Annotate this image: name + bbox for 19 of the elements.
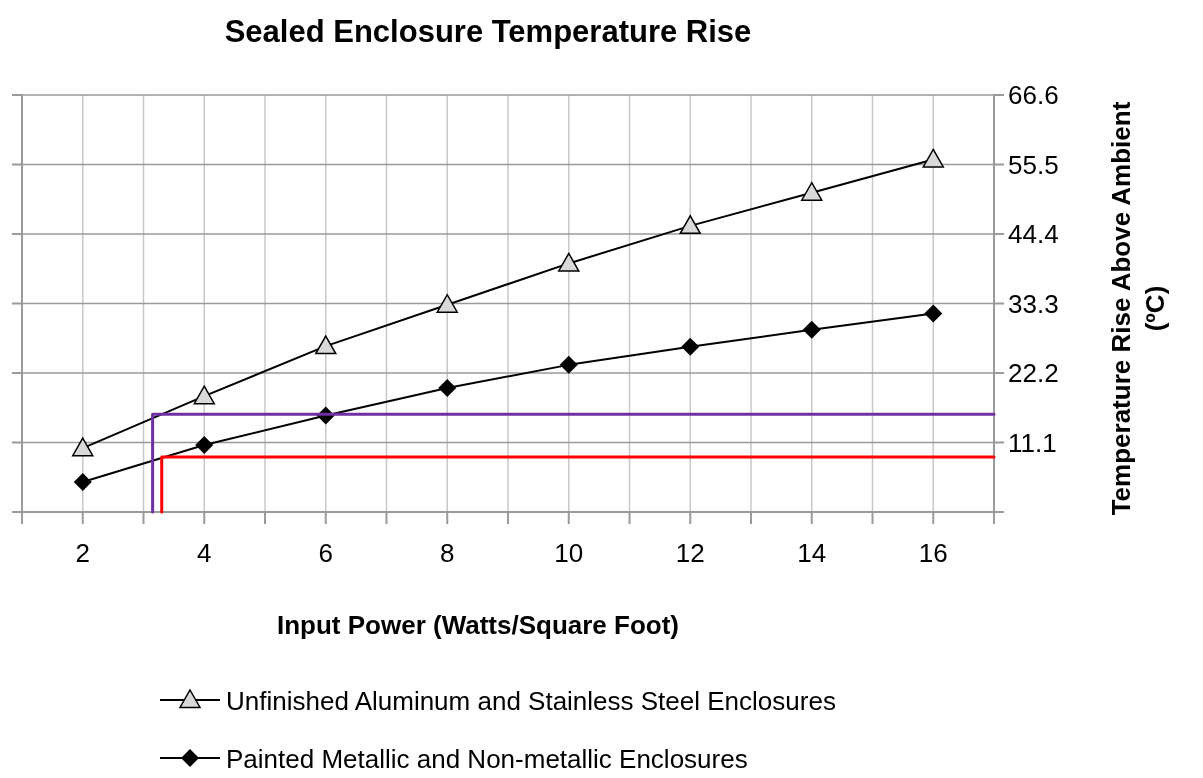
- legend-label: Unfinished Aluminum and Stainless Steel Enclosures: [226, 686, 836, 716]
- y-tick-label: 33.3: [1008, 288, 1059, 319]
- chart-title: Sealed Enclosure Temperature Rise: [224, 14, 752, 49]
- x-tick-label: 16: [918, 538, 948, 568]
- legend-label: Painted Metallic and Non-metallic Enclosures: [226, 744, 748, 774]
- x-tick-label: 6: [318, 538, 333, 568]
- x-tick-label: 8: [440, 538, 455, 568]
- y-tick-label: 55.5: [1008, 149, 1059, 180]
- y-tick-label: 22.2: [1008, 358, 1059, 388]
- x-tick-label: 2: [75, 538, 90, 568]
- x-tick-label: 10: [554, 538, 584, 568]
- y-tick-label: 11.1: [1008, 427, 1057, 458]
- x-tick-label: 4: [197, 538, 212, 568]
- x-axis-title: Input Power (Watts/Square Foot): [276, 610, 680, 640]
- x-tick-label: 12: [675, 538, 705, 568]
- y-tick-label: 44.4: [1008, 219, 1059, 249]
- y-axis-title: Temperature Rise Above Ambient (ºC): [1106, 101, 1170, 516]
- x-tick-label: 14: [797, 538, 827, 568]
- y-tick-label: 66.6: [1008, 80, 1059, 110]
